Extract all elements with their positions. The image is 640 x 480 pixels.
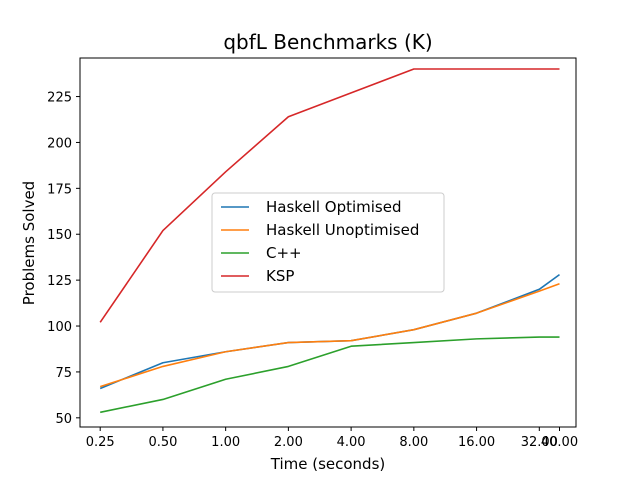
x-tick-label: 1.00 (211, 435, 240, 450)
legend-box (211, 192, 445, 293)
y-tick-label: 75 (55, 366, 72, 381)
series-line-ksp (99, 68, 560, 323)
legend: Haskell Optimised Haskell Unoptimised C++ K… (211, 192, 445, 293)
series-line-c (100, 336, 560, 414)
y-tick-label: 100 (47, 320, 72, 335)
series-line-haskell-unoptimised (99, 283, 560, 388)
x-tick-label: 40.00 (541, 435, 578, 450)
legend-label: KSP (266, 267, 294, 285)
chart-title: qbfL Benchmarks (K) (223, 30, 432, 54)
y-tick-label: 225 (47, 91, 72, 106)
y-tick-label: 200 (47, 136, 72, 151)
x-tick-label: 0.25 (86, 435, 115, 450)
x-tick-label: 8.00 (399, 435, 428, 450)
y-tick-label: 125 (47, 274, 72, 289)
y-tick-label: 50 (55, 412, 72, 427)
x-tick-label: 4.00 (337, 435, 366, 450)
legend-label: C++ (266, 244, 302, 262)
plot-frame (79, 57, 577, 428)
x-axis-title: Time (seconds) (270, 455, 386, 473)
series-layer (99, 68, 560, 414)
legend-label: Haskell Unoptimised (266, 221, 419, 239)
y-tick-label: 150 (47, 228, 72, 243)
x-tick-label: 16.00 (458, 435, 495, 450)
y-axis-title: Problems Solved (20, 181, 38, 305)
y-tick-label: 175 (47, 182, 72, 197)
x-tick-label: 32.00 (521, 435, 558, 450)
legend-label: Haskell Optimised (266, 198, 402, 216)
x-tick-label: 0.50 (148, 435, 177, 450)
x-tick-label: 2.00 (274, 435, 303, 450)
